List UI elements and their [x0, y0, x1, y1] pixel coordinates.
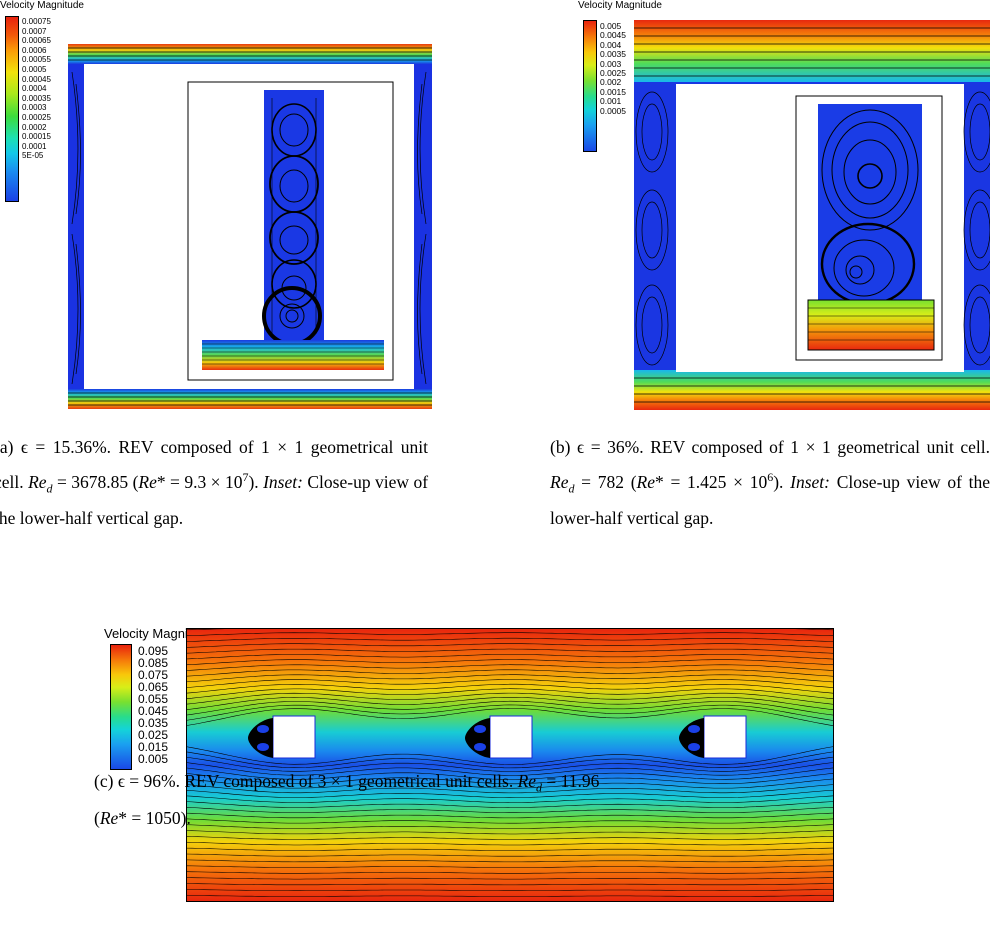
colorbar-tick-label: 0.0006: [22, 45, 47, 55]
streamline: [186, 812, 834, 819]
colorbar-tick-label: 0.001: [600, 96, 622, 107]
colorbar-tick-label: 0.00055: [22, 55, 51, 65]
colorbar-tick-label: 0.015: [138, 740, 169, 754]
streamline: [186, 700, 834, 716]
streamline: [186, 746, 834, 765]
colorbar-tick-label: 0.0005: [22, 65, 47, 74]
streamline: [186, 659, 834, 666]
streamline: [186, 795, 834, 803]
panel-c-caption: (c) ϵ = 96%. REV composed of 3 × 1 geome…: [94, 771, 600, 828]
streamline: [186, 871, 834, 874]
colorbar-tick-label: 0.0001: [22, 141, 47, 151]
streamline: [186, 877, 834, 880]
streamline: [186, 865, 834, 868]
streamline: [186, 824, 834, 829]
colorbar-tick-label: 0.045: [138, 704, 169, 718]
panel-c-colorbar: [110, 644, 132, 770]
panel-b-caption: (b) ϵ = 36%. REV composed of 1 × 1 geome…: [550, 437, 990, 529]
colorbar-tick-label: 0.065: [138, 680, 169, 694]
colorbar-tick-label: 0.075: [138, 668, 169, 682]
colorbar-tick-label: 0.035: [138, 716, 169, 730]
streamline: [186, 708, 834, 727]
streamline: [186, 688, 834, 700]
streamline: [186, 853, 834, 857]
colorbar-tick-label: 0.00075: [22, 17, 51, 26]
streamline: [186, 789, 834, 798]
colorbar-tick-label: 0.095: [138, 644, 169, 658]
panel-a-flow-field: [68, 44, 432, 409]
panel-b-colorbar: [583, 20, 597, 152]
colorbar-tick-label: 0.00065: [22, 36, 51, 46]
colorbar-tick-label: 0.00025: [22, 113, 51, 122]
colorbar-tick-label: 0.0005: [600, 105, 626, 116]
panel-b-flow-field: [634, 20, 990, 410]
streamline: [186, 704, 834, 721]
streamline: [186, 883, 834, 886]
colorbar-tick-label: 0.002: [600, 77, 622, 88]
streamline: [186, 889, 834, 891]
streamline: [186, 836, 834, 840]
streamline: [186, 784, 834, 794]
streamline: [186, 632, 834, 636]
streamline: [186, 818, 834, 824]
colorbar-tick-label: 5E-05: [22, 151, 44, 161]
colorbar-tick-label: 0.00015: [22, 132, 51, 142]
colorbar-tick-label: 0.0045: [600, 30, 626, 41]
streamline: [186, 767, 834, 780]
streamline: [186, 664, 834, 671]
streamline: [186, 762, 834, 776]
panel-b-legend-title: Velocity Magnitude: [578, 0, 662, 11]
colorbar-tick-label: 0.0004: [22, 84, 47, 94]
streamline: [186, 643, 834, 648]
streamline: [186, 773, 834, 785]
streamline: [186, 697, 834, 711]
streamline: [186, 778, 834, 789]
streamline: [186, 841, 834, 846]
colorbar-tick-label: 0.0002: [22, 122, 47, 132]
streamline: [186, 756, 834, 772]
colorbar-tick-label: 0.00045: [22, 74, 51, 84]
colorbar-tick-label: 0.025: [138, 728, 169, 742]
colorbar-tick-label: 0.0025: [600, 68, 626, 78]
streamline: [186, 669, 834, 677]
panel-a-colorbar: [5, 16, 19, 202]
colorbar-tick-label: 0.055: [138, 692, 169, 706]
streamline: [186, 859, 834, 863]
streamline: [186, 654, 834, 660]
streamline: [186, 648, 834, 654]
streamline: [186, 683, 834, 694]
streamline: [186, 692, 834, 705]
streamline: [186, 895, 834, 897]
streamline: [186, 806, 834, 813]
streamline: [186, 847, 834, 851]
colorbar-tick-label: 0.085: [138, 656, 169, 670]
colorbar-tick-label: 0.0035: [600, 49, 626, 60]
colorbar-tick-label: 0.005: [138, 752, 169, 766]
streamline: [186, 801, 834, 808]
colorbar-tick-label: 0.004: [600, 39, 622, 50]
colorbar-tick-label: 0.005: [600, 21, 622, 31]
colorbar-tick-label: 0.003: [600, 58, 622, 69]
streamline: [186, 674, 834, 683]
panel-a-caption: (a) ϵ = 15.36%. REV composed of 1 × 1 ge…: [0, 437, 429, 529]
colorbar-tick-label: 0.00035: [22, 93, 51, 103]
streamline: [186, 679, 834, 688]
colorbar-tick-label: 0.0007: [22, 26, 47, 36]
streamline: [186, 751, 834, 769]
panel-c-flow-field: [186, 628, 834, 902]
colorbar-tick-label: 0.0003: [22, 103, 47, 113]
colorbar-tick-label: 0.0015: [600, 86, 626, 97]
panel-c-legend-title: Velocity Magnitude: [104, 626, 214, 641]
panel-a-legend-title: Velocity Magnitude: [0, 0, 84, 11]
streamline: [186, 830, 834, 835]
streamline: [186, 637, 834, 642]
